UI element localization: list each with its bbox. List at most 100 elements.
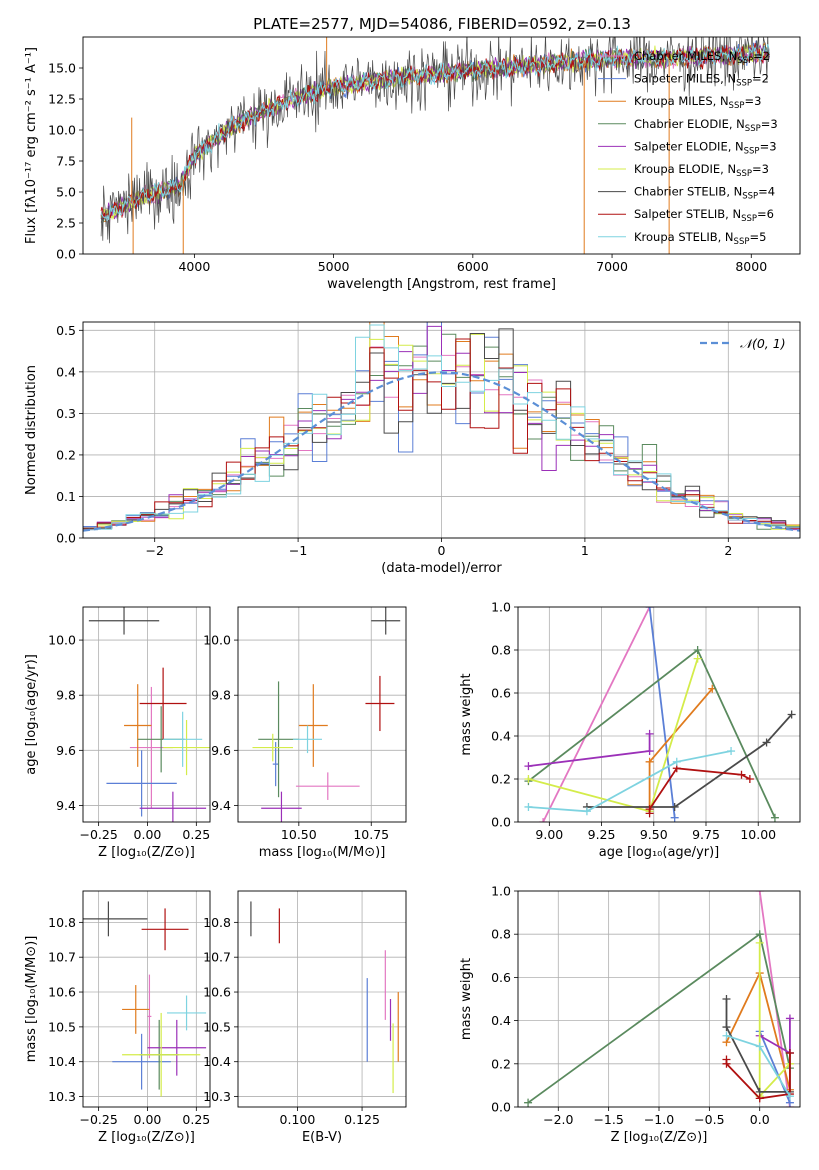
panel-residuals: −2 −1 0 1 2 0.0 0.1 0.2 0.3 0.4 0.5 (data-model)/er… <box>24 321 801 576</box>
x-tick-label: 0.00 <box>134 827 162 842</box>
weight-marker <box>745 775 754 783</box>
y-tick-label: 0.8 <box>491 643 511 658</box>
axes-frame <box>517 890 801 1108</box>
legend-label: Kroupa STELIB, NSSP=5 <box>634 230 766 247</box>
axes-frame <box>237 890 407 1108</box>
x-tick-label: −0.25 <box>79 827 117 842</box>
normal-curve <box>83 371 800 532</box>
errorbar-point <box>371 607 401 635</box>
weight-marker <box>670 802 679 811</box>
legend-label-sub: SSP <box>736 79 752 89</box>
plot-area-mass-Z <box>83 901 207 1097</box>
y-tick-label: 0.8 <box>491 927 511 942</box>
weight-marker <box>722 1023 731 1032</box>
y-tick-label: 10.3 <box>48 1089 76 1104</box>
x-axis-label: (data-model)/error <box>381 561 502 576</box>
axes-layer: 4000 5000 6000 7000 80000.02.55.07.510.012.5… <box>24 36 801 1145</box>
x-axis-label: E(B-V) <box>302 1130 342 1145</box>
y-tick-label: 10.8 <box>203 915 231 930</box>
legend-label: Salpeter MILES, NSSP=2 <box>634 72 769 89</box>
y-tick-label: 10.5 <box>203 1019 231 1034</box>
x-tick-label: 0.00 <box>134 1112 162 1127</box>
weight-marker <box>645 729 654 738</box>
weight-marker <box>524 762 533 771</box>
errorbar-point <box>139 667 187 740</box>
y-tick-label: 5.0 <box>56 185 76 200</box>
errorbar-point <box>122 985 150 1034</box>
y-tick-label: 10.6 <box>48 985 76 1000</box>
legend-label-value: =2 <box>753 49 770 63</box>
axes-frame <box>82 606 211 823</box>
errorbar-point <box>258 681 299 798</box>
panel-age-mass: 10.50 10.75 9.4 9.6 9.8 10.0 mass [log₁₀(M/M⊙)… <box>203 606 407 860</box>
y-tick-label: 9.4 <box>211 798 231 813</box>
legend-label-main: Salpeter STELIB, N <box>634 207 741 221</box>
y-tick-label: 7.5 <box>56 154 76 169</box>
weight-marker <box>645 747 654 756</box>
weight-line <box>586 713 793 808</box>
errorbar-point <box>261 791 302 822</box>
legend-label-main: Salpeter ELODIE, N <box>634 139 744 153</box>
weight-marker <box>524 802 533 811</box>
y-tick-label: 0.2 <box>491 1056 511 1071</box>
y-tick-label: 1.0 <box>491 600 511 615</box>
x-tick-label: 0.25 <box>182 1112 210 1127</box>
legend-label-main: Kroupa STELIB, N <box>634 230 734 244</box>
weight-marker <box>539 818 548 822</box>
y-tick-label: 0.3 <box>56 406 76 421</box>
x-tick-label: 0.25 <box>182 827 210 842</box>
y-tick-label: 0.0 <box>491 815 511 830</box>
x-tick-label: 9.25 <box>588 827 616 842</box>
errorbar-point <box>83 901 148 937</box>
figure-title: PLATE=2577, MJD=54086, FIBERID=0592, z=0… <box>253 15 631 33</box>
y-tick-label: 9.8 <box>56 688 76 703</box>
legend-label-sub: SSP <box>744 146 760 156</box>
x-tick-label: 10.00 <box>740 827 776 842</box>
errorbar-point <box>88 607 160 635</box>
legend-label-value: =4 <box>758 185 775 199</box>
weight-marker <box>693 654 702 663</box>
plot-area-residuals <box>83 322 800 532</box>
y-tick-label: 2.5 <box>56 216 76 231</box>
legend-label: Chabrier ELODIE, NSSP=3 <box>634 117 778 134</box>
y-axis-label: mass weight <box>459 958 474 1040</box>
errorbar-point <box>293 725 322 754</box>
plot-area-spectrum <box>100 37 770 254</box>
axes-frame <box>237 606 407 823</box>
errorbar-point <box>139 791 207 822</box>
plot-area-age-Z <box>88 607 210 822</box>
x-tick-label: 9.00 <box>535 827 563 842</box>
x-tick-label: −0.25 <box>79 1112 117 1127</box>
weight-line <box>542 607 651 822</box>
weight-line <box>758 1031 791 1104</box>
weight-marker <box>785 1092 794 1101</box>
legend-label-main: Salpeter MILES, N <box>634 72 736 86</box>
legend-label: Kroupa ELODIE, NSSP=3 <box>634 162 769 179</box>
x-axis-label: age [log₁₀(age/yr)] <box>599 845 720 860</box>
y-axis-label: Normed distribution <box>24 365 39 495</box>
x-tick-label: 10.50 <box>281 827 317 842</box>
panel-spectrum: 4000 5000 6000 7000 8000 0.0 2.5 5.0 7.5 10.0 12.5… <box>24 36 801 292</box>
legend-label-main: Chabrier STELIB, N <box>634 185 742 199</box>
legend-label-value: =5 <box>749 230 766 244</box>
y-axis-label: Flux [fλ10⁻¹⁷ erg cm⁻² s⁻¹ A⁻¹] <box>24 47 39 244</box>
x-tick-label: 0 <box>438 543 446 558</box>
x-tick-label: −0.5 <box>694 1112 724 1127</box>
y-tick-label: 10.0 <box>48 633 76 648</box>
weight-marker <box>645 805 654 814</box>
legend-label-sub: SSP <box>729 101 745 111</box>
legend-label-value: =3 <box>761 117 778 131</box>
y-axis-label: age [log₁₀(age/yr)] <box>24 654 39 775</box>
y-tick-label: 9.6 <box>211 743 231 758</box>
errorbar-point <box>252 733 294 762</box>
plot-area-mass-EBV <box>250 901 399 1094</box>
plot-area-age-mass <box>252 607 401 822</box>
axes-frame <box>82 36 801 255</box>
weight-marker <box>787 710 796 719</box>
y-tick-label: 10.5 <box>48 1019 76 1034</box>
y-tick-label: 10.6 <box>203 985 231 1000</box>
y-tick-label: 0.5 <box>56 323 76 338</box>
legend-label-sub: SSP <box>741 214 757 224</box>
